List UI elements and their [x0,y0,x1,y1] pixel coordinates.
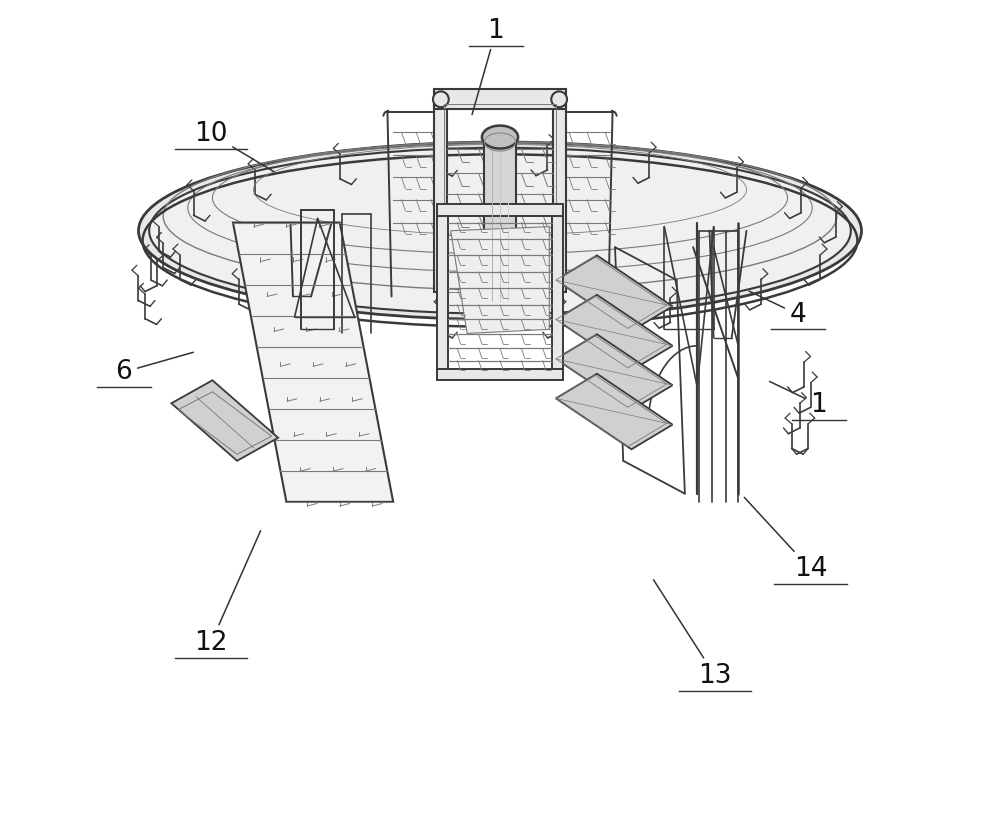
Polygon shape [553,100,566,292]
Polygon shape [437,204,563,216]
Polygon shape [434,90,566,109]
Text: 6: 6 [115,352,193,385]
Ellipse shape [551,91,567,107]
Polygon shape [484,141,516,300]
Polygon shape [556,334,673,410]
Ellipse shape [476,277,524,307]
Text: 10: 10 [194,121,274,172]
Polygon shape [552,210,563,374]
Polygon shape [233,222,393,502]
Polygon shape [556,374,673,449]
Polygon shape [437,210,448,374]
Polygon shape [434,100,447,292]
Polygon shape [556,255,673,331]
Text: 4: 4 [749,291,807,328]
Text: 13: 13 [653,579,732,689]
Polygon shape [451,226,549,333]
Text: 12: 12 [194,531,261,656]
Polygon shape [437,369,563,380]
Ellipse shape [138,142,862,319]
Text: 1: 1 [770,382,827,418]
Ellipse shape [149,148,851,314]
Text: 14: 14 [744,497,827,582]
Text: 1: 1 [472,18,504,114]
Ellipse shape [433,91,449,107]
Polygon shape [171,380,278,461]
Polygon shape [556,295,673,370]
Ellipse shape [482,126,518,149]
